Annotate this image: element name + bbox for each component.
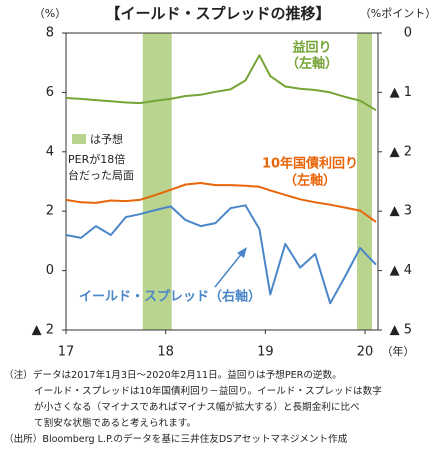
series-line bbox=[65, 54, 377, 112]
series-line bbox=[65, 182, 377, 223]
y-tick-label: 6 bbox=[46, 85, 54, 100]
series-label: 益回り bbox=[292, 40, 331, 56]
y2-tick-label: ▲ 5 bbox=[390, 323, 412, 338]
note: イールド・スプレッドは10年国債利回り－益回り。イールド・スプレッドは数字 bbox=[34, 386, 382, 397]
note: （注）データは2017年1月3日～2020年2月11日。益回りは予想PERの逆数… bbox=[4, 370, 342, 381]
annotation: PERが18倍 bbox=[68, 152, 125, 166]
y2-tick-label: ▲ 4 bbox=[390, 263, 412, 278]
series-label: 10年国債利回り bbox=[262, 156, 358, 172]
x-unit: （年） bbox=[382, 344, 415, 358]
series-label: イールド・スプレッド（右軸） bbox=[79, 289, 261, 305]
y-tick-label: ▲ 2 bbox=[32, 323, 54, 338]
annotation: 台だった局面 bbox=[68, 168, 134, 182]
arrow bbox=[214, 251, 244, 288]
notes: （注）データは2017年1月3日～2020年2月11日。益回りは予想PERの逆数… bbox=[4, 368, 432, 448]
series-line bbox=[65, 204, 377, 305]
series-note: （左軸） bbox=[284, 173, 336, 189]
plot-frame bbox=[65, 32, 379, 331]
legend-label: は予想 bbox=[90, 132, 123, 146]
arrow-head bbox=[237, 247, 247, 258]
series-note: （左軸） bbox=[286, 56, 338, 72]
shaded-range bbox=[142, 33, 172, 330]
y2-tick-label: ▲ 2 bbox=[390, 144, 412, 159]
chart: 【イールド・スプレッドの推移】 （%） （%ポイント） （年） ▲ 2 0 2 4 6 8… bbox=[32, 5, 433, 360]
legend-swatch bbox=[72, 134, 86, 144]
note: が小さくなる（マイナスであればマイナス幅が拡大する）と長期金利に比べ bbox=[34, 402, 360, 413]
y2-tick-label: 0 bbox=[404, 26, 412, 41]
chart-title: 【イールド・スプレッドの推移】 bbox=[105, 5, 330, 23]
y2-tick-label: ▲ 1 bbox=[390, 85, 412, 100]
x-tick-label: 19 bbox=[257, 345, 274, 360]
y2-unit: （%ポイント） bbox=[360, 7, 433, 20]
y-tick-label: 4 bbox=[46, 144, 54, 159]
x-tick-label: 20 bbox=[357, 345, 374, 360]
x-tick-label: 17 bbox=[58, 345, 75, 360]
shaded-range bbox=[357, 33, 373, 330]
y2-tick-label: ▲ 3 bbox=[390, 204, 412, 219]
y-tick-label: 2 bbox=[46, 204, 54, 219]
y-tick-label: 0 bbox=[46, 263, 54, 278]
y-tick-label: 8 bbox=[46, 26, 54, 41]
y-unit: （%） bbox=[34, 7, 66, 20]
note: て割安な状態であると考えられます。 bbox=[34, 418, 197, 429]
x-tick-label: 18 bbox=[157, 345, 174, 360]
note: （出所）Bloomberg L.P.のデータを基に三井住友DSアセットマネジメン… bbox=[4, 434, 348, 445]
